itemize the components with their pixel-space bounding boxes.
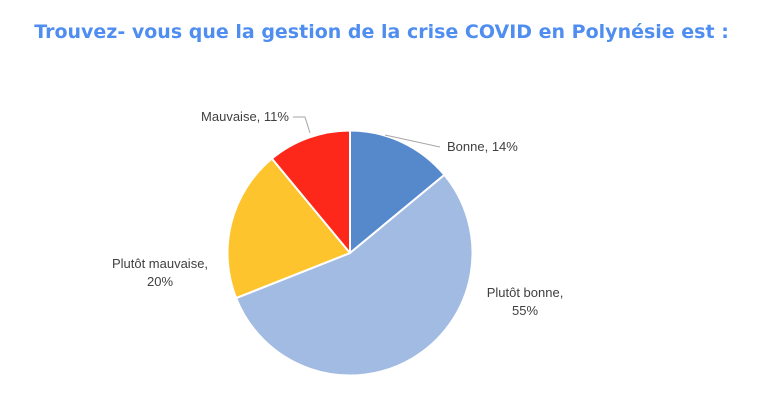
- data-label: Plutôt mauvaise, 20%: [112, 256, 208, 289]
- pie-slice-bonne: [349, 129, 446, 254]
- pie-slice-mauvaise: [270, 129, 351, 254]
- data-labels: Bonne, 14% Plutôt bonne, 55% Plutôt mauvais…: [112, 109, 563, 318]
- pie-slice-plut-t-mauvaise: [226, 157, 351, 300]
- pie-slice-plut-t-bonne: [235, 173, 474, 377]
- leader-line: [384, 134, 441, 148]
- data-label: Plutôt bonne, 55%: [487, 285, 564, 318]
- leader-line: [293, 116, 311, 134]
- pie-slices: [226, 129, 474, 377]
- chart-title: Trouvez- vous que la gestion de la crise…: [34, 21, 729, 43]
- data-label: Bonne, 14%: [447, 139, 518, 154]
- data-label: Mauvaise, 11%: [201, 109, 289, 124]
- leader-lines: [293, 116, 441, 148]
